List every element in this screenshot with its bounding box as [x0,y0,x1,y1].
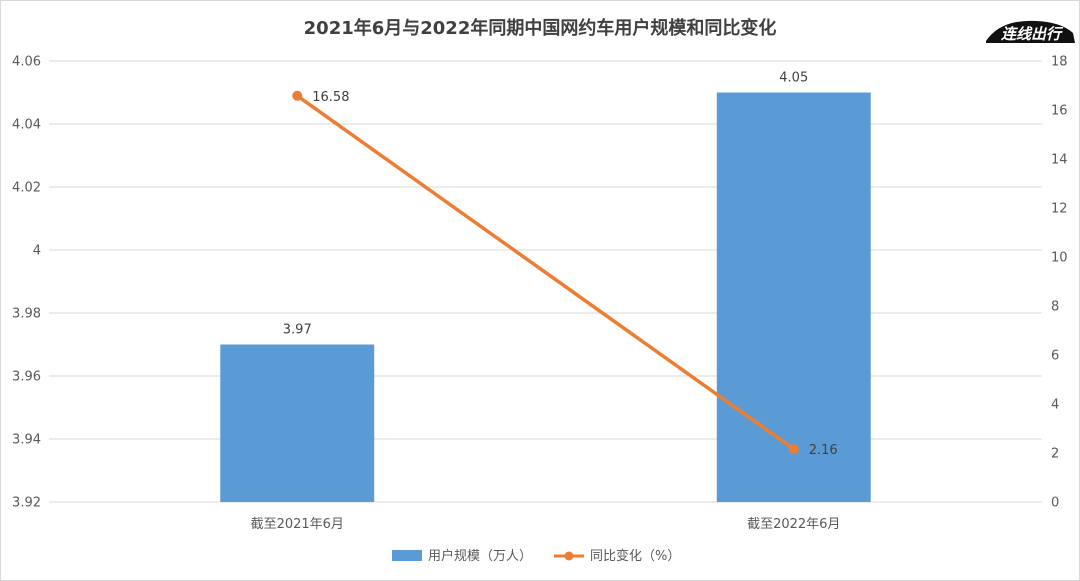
right-tick-label: 18 [1051,55,1068,70]
right-tick-label: 10 [1051,251,1068,266]
gridlines [49,60,1042,503]
category-axis: 截至2021年6月 截至2022年6月 [251,517,841,532]
legend-swatch-marker [564,551,574,561]
line-value-label: 16.58 [312,90,349,105]
line-series [292,90,799,455]
bar-value-label: 3.97 [283,323,312,338]
left-tick-label: 3.92 [12,496,41,511]
bar-series [220,92,871,502]
left-tick-label: 3.94 [12,433,41,448]
bar [716,92,871,502]
legend-label-bar: 用户规模（万人） [428,548,532,564]
brand-logo: 连线出行 [986,20,1075,43]
brand-logo-text: 连线出行 [1001,25,1064,43]
right-tick-label: 2 [1051,447,1059,462]
chart-title: 2021年6月与2022年同期中国网约车用户规模和同比变化 [304,17,777,39]
right-tick-label: 6 [1051,349,1059,364]
right-tick-label: 14 [1051,153,1068,168]
legend-item-line: 同比变化（%） [554,548,680,564]
line-value-label: 2.16 [809,443,838,458]
legend-label-line: 同比变化（%） [590,548,680,564]
line-point [292,90,303,101]
left-tick-label: 3.96 [12,370,41,385]
bar [220,344,375,502]
legend: 用户规模（万人） 同比变化（%） [392,548,680,564]
category-label: 截至2021年6月 [251,517,344,532]
right-tick-label: 12 [1051,202,1068,217]
left-tick-label: 4.02 [12,181,41,196]
bar-value-label: 4.05 [779,71,808,86]
right-tick-label: 8 [1051,300,1059,315]
category-label: 截至2022年6月 [747,517,840,532]
left-tick-label: 4 [33,244,41,259]
right-tick-label: 4 [1051,398,1059,413]
left-tick-label: 4.04 [12,118,41,133]
right-tick-label: 16 [1051,104,1068,119]
line-path [296,94,795,451]
left-tick-label: 4.06 [12,55,41,70]
legend-item-bar: 用户规模（万人） [392,548,532,564]
right-axis: 0 2 4 6 8 10 12 14 16 18 [1051,55,1068,511]
legend-swatch-bar [392,550,422,561]
left-tick-label: 3.98 [12,307,41,322]
line-point [788,444,799,455]
left-axis: 3.92 3.94 3.96 3.98 4 4.02 4.04 4.06 [12,55,41,511]
right-tick-label: 0 [1051,496,1059,511]
data-labels: 3.97 4.05 16.58 2.16 [283,71,838,459]
